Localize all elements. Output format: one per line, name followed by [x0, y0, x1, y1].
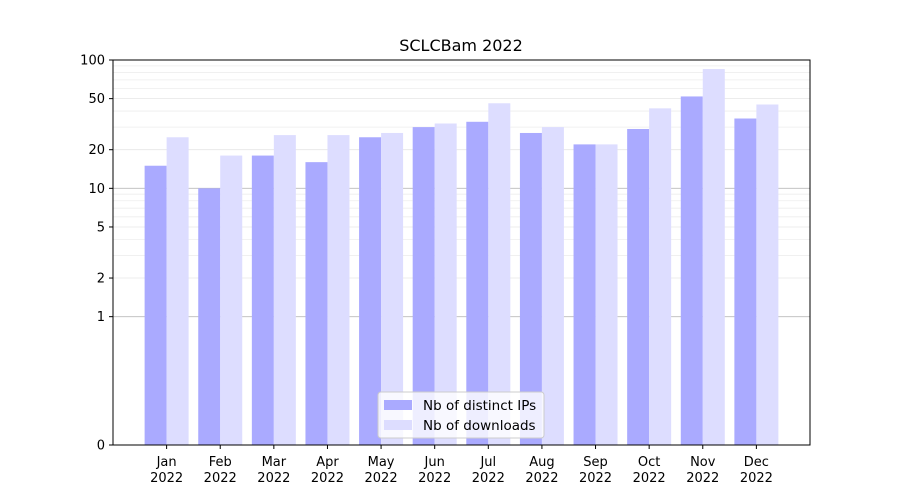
legend-box — [377, 391, 545, 439]
y-tick-label: 0 — [97, 439, 105, 454]
x-tick-label: Jul 2022 — [472, 455, 505, 486]
bar-distinct-ips — [198, 188, 221, 446]
bar-distinct-ips — [466, 121, 489, 445]
x-tick-label: Dec 2022 — [740, 455, 773, 486]
y-tick-label: 1 — [97, 310, 105, 325]
y-tick-label: 20 — [88, 143, 105, 158]
legend-swatch — [384, 400, 412, 410]
x-tick-label: May 2022 — [365, 455, 398, 486]
x-tick-label: Nov 2022 — [686, 455, 719, 486]
x-tick-label: Aug 2022 — [525, 455, 558, 486]
plot-frame — [112, 59, 811, 446]
bar-downloads — [220, 155, 243, 445]
x-tick-label: Feb 2022 — [204, 455, 237, 486]
x-tick-label: Sep 2022 — [579, 455, 612, 486]
bar-distinct-ips — [680, 96, 703, 446]
x-tick-label: Oct 2022 — [633, 455, 666, 486]
bar-distinct-ips — [305, 162, 328, 445]
x-tick-label: Jan 2022 — [150, 455, 183, 486]
bar-distinct-ips — [519, 132, 542, 446]
x-tick-label: Mar 2022 — [257, 455, 290, 486]
legend-label: Nb of downloads — [423, 418, 536, 434]
bar-downloads — [702, 69, 725, 445]
y-tick-label: 50 — [88, 92, 105, 107]
bar-downloads — [595, 144, 618, 445]
bar-distinct-ips — [573, 144, 596, 445]
legend-swatch — [384, 420, 412, 430]
y-tick-label: 10 — [88, 182, 105, 197]
bars — [144, 69, 779, 446]
chart-title: SCLCBam 2022 — [399, 36, 523, 55]
bar-downloads — [649, 108, 672, 446]
bar-distinct-ips — [144, 165, 167, 445]
bar-downloads — [434, 123, 457, 446]
bar-distinct-ips — [251, 155, 274, 445]
y-tick-label: 100 — [80, 54, 105, 69]
bar-distinct-ips — [359, 137, 382, 446]
bar-downloads — [488, 103, 511, 445]
y-tick-label: 5 — [97, 220, 105, 235]
bar-distinct-ips — [627, 128, 650, 446]
bar-downloads — [541, 127, 564, 445]
bar-downloads — [273, 135, 296, 445]
bar-distinct-ips — [734, 118, 757, 446]
y-tick-label: 2 — [97, 272, 105, 287]
y-axis: 0 1 2 5 10 20 50 100 — [80, 54, 113, 454]
x-axis: Jan 2022 Feb 2022 Mar 2022 Apr 2022 May 2022 Jun 20… — [150, 445, 773, 486]
x-tick-label: Apr 2022 — [311, 455, 344, 486]
bar-distinct-ips — [412, 127, 435, 445]
legend-label: Nb of distinct IPs — [423, 398, 536, 414]
legend: Nb of distinct IPs Nb of downloads — [377, 391, 545, 439]
bar-downloads — [327, 135, 350, 445]
bar-downloads — [756, 104, 779, 445]
x-tick-label: Jun 2022 — [418, 455, 451, 486]
bar-downloads — [381, 132, 404, 446]
bar-downloads — [166, 137, 189, 446]
